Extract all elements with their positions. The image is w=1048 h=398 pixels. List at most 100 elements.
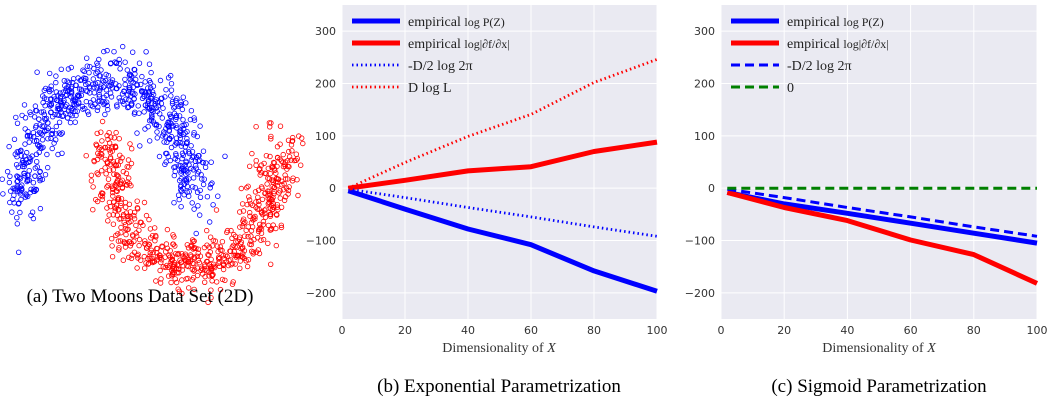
scatter-point-red — [119, 185, 126, 191]
scatter-point-red — [198, 265, 205, 271]
scatter-point-red — [268, 136, 274, 142]
scatter-point-red — [120, 257, 126, 263]
x-tick-label: 100 — [647, 324, 668, 337]
scatter-point-blue — [84, 109, 91, 115]
scatter-point-blue — [141, 109, 147, 115]
scatter-point-red — [104, 205, 110, 211]
scatter-point-red — [106, 212, 112, 218]
scatter-point-red — [196, 260, 203, 266]
series-line-0 — [726, 189, 1038, 246]
scatter-point-red — [267, 124, 273, 130]
scatter-point-blue — [50, 113, 56, 120]
scatter-point-blue — [196, 212, 203, 218]
scatter-point-blue — [130, 79, 136, 85]
scatter-point-red — [98, 154, 104, 160]
scatter-point-blue — [165, 153, 171, 160]
scatter-point-blue — [9, 209, 15, 215]
scatter-point-red — [167, 247, 173, 254]
scatter-point-blue — [184, 139, 190, 145]
scatter-point-blue — [146, 138, 153, 144]
scatter-point-blue — [191, 117, 198, 123]
scatter-point-blue — [79, 88, 85, 94]
scatter-point-red — [273, 225, 279, 232]
scatter-point-red — [109, 254, 116, 260]
scatter-point-red — [264, 181, 270, 187]
scatter-point-red — [147, 226, 154, 232]
scatter-point-red — [300, 140, 306, 147]
scatter-point-blue — [58, 102, 65, 109]
scatter-point-blue — [21, 102, 28, 108]
scatter-point-red — [211, 263, 217, 269]
scatter-point-blue — [180, 125, 187, 132]
scatter-point-blue — [29, 209, 36, 215]
scatter-point-blue — [112, 59, 118, 65]
scatter-point-blue — [100, 84, 107, 90]
legend-label: 0 — [787, 81, 794, 96]
scatter-point-blue — [127, 72, 134, 78]
scatter-point-blue — [10, 196, 16, 202]
scatter-point-blue — [171, 172, 177, 179]
scatter-point-blue — [79, 103, 86, 110]
scatter-point-red — [106, 167, 113, 173]
scatter-point-blue — [75, 100, 82, 106]
scatter-point-red — [261, 160, 267, 167]
scatter-point-blue — [17, 191, 24, 197]
scatter-point-blue — [172, 156, 178, 162]
series-line-1 — [347, 139, 658, 191]
scatter-point-red — [107, 161, 113, 168]
scatter-point-red — [110, 221, 117, 227]
scatter-point-blue — [103, 87, 110, 93]
scatter-point-red — [281, 197, 288, 204]
scatter-point-blue — [147, 85, 154, 91]
scatter-point-red — [206, 244, 212, 250]
scatter-point-blue — [189, 200, 195, 206]
scatter-point-blue — [59, 130, 66, 136]
scatter-point-blue — [46, 101, 53, 108]
scatter-point-red — [220, 252, 226, 259]
scatter-point-red — [285, 191, 291, 197]
scatter-point-blue — [192, 162, 199, 169]
scatter-point-red — [269, 196, 275, 203]
scatter-point-blue — [128, 102, 135, 108]
scatter-point-red — [288, 157, 294, 163]
scatter-point-blue — [125, 91, 131, 98]
scatter-point-blue — [69, 105, 75, 112]
scatter-point-red — [253, 162, 259, 168]
scatter-point-red — [245, 224, 251, 230]
scatter-point-red — [274, 204, 280, 210]
y-tick-label: 100 — [315, 130, 336, 143]
scatter-point-blue — [64, 115, 71, 121]
scatter-point-blue — [58, 131, 64, 137]
scatter-point-red — [115, 196, 121, 202]
scatter-point-red — [111, 171, 117, 177]
scatter-point-blue — [28, 186, 34, 192]
scatter-point-red — [133, 230, 139, 236]
scatter-point-red — [210, 261, 217, 267]
scatter-point-blue — [82, 81, 89, 88]
scatter-point-blue — [176, 196, 182, 203]
scatter-point-blue — [139, 95, 146, 101]
scatter-point-blue — [124, 104, 131, 111]
scatter-point-red — [91, 158, 97, 165]
scatter-point-blue — [166, 124, 172, 130]
scatter-point-red — [149, 232, 156, 239]
scatter-point-blue — [167, 113, 174, 119]
x-tick-label: 80 — [587, 324, 601, 337]
scatter-point-blue — [14, 183, 20, 190]
scatter-point-red — [203, 258, 210, 265]
scatter-point-blue — [59, 100, 65, 107]
scatter-point-red — [290, 175, 296, 181]
scatter-point-blue — [168, 144, 175, 151]
scatter-point-red — [228, 262, 234, 268]
scatter-point-blue — [173, 152, 179, 159]
y-tick-label: 100 — [694, 130, 715, 143]
scatter-point-red — [266, 199, 272, 206]
caption-c: (c) Sigmoid Parametrization — [771, 376, 987, 397]
scatter-point-red — [209, 243, 216, 249]
scatter-point-blue — [92, 101, 98, 107]
scatter-point-red — [109, 186, 116, 192]
scatter-point-blue — [153, 122, 160, 129]
scatter-point-red — [277, 188, 283, 194]
scatter-point-red — [232, 244, 238, 250]
scatter-point-red — [202, 261, 208, 267]
